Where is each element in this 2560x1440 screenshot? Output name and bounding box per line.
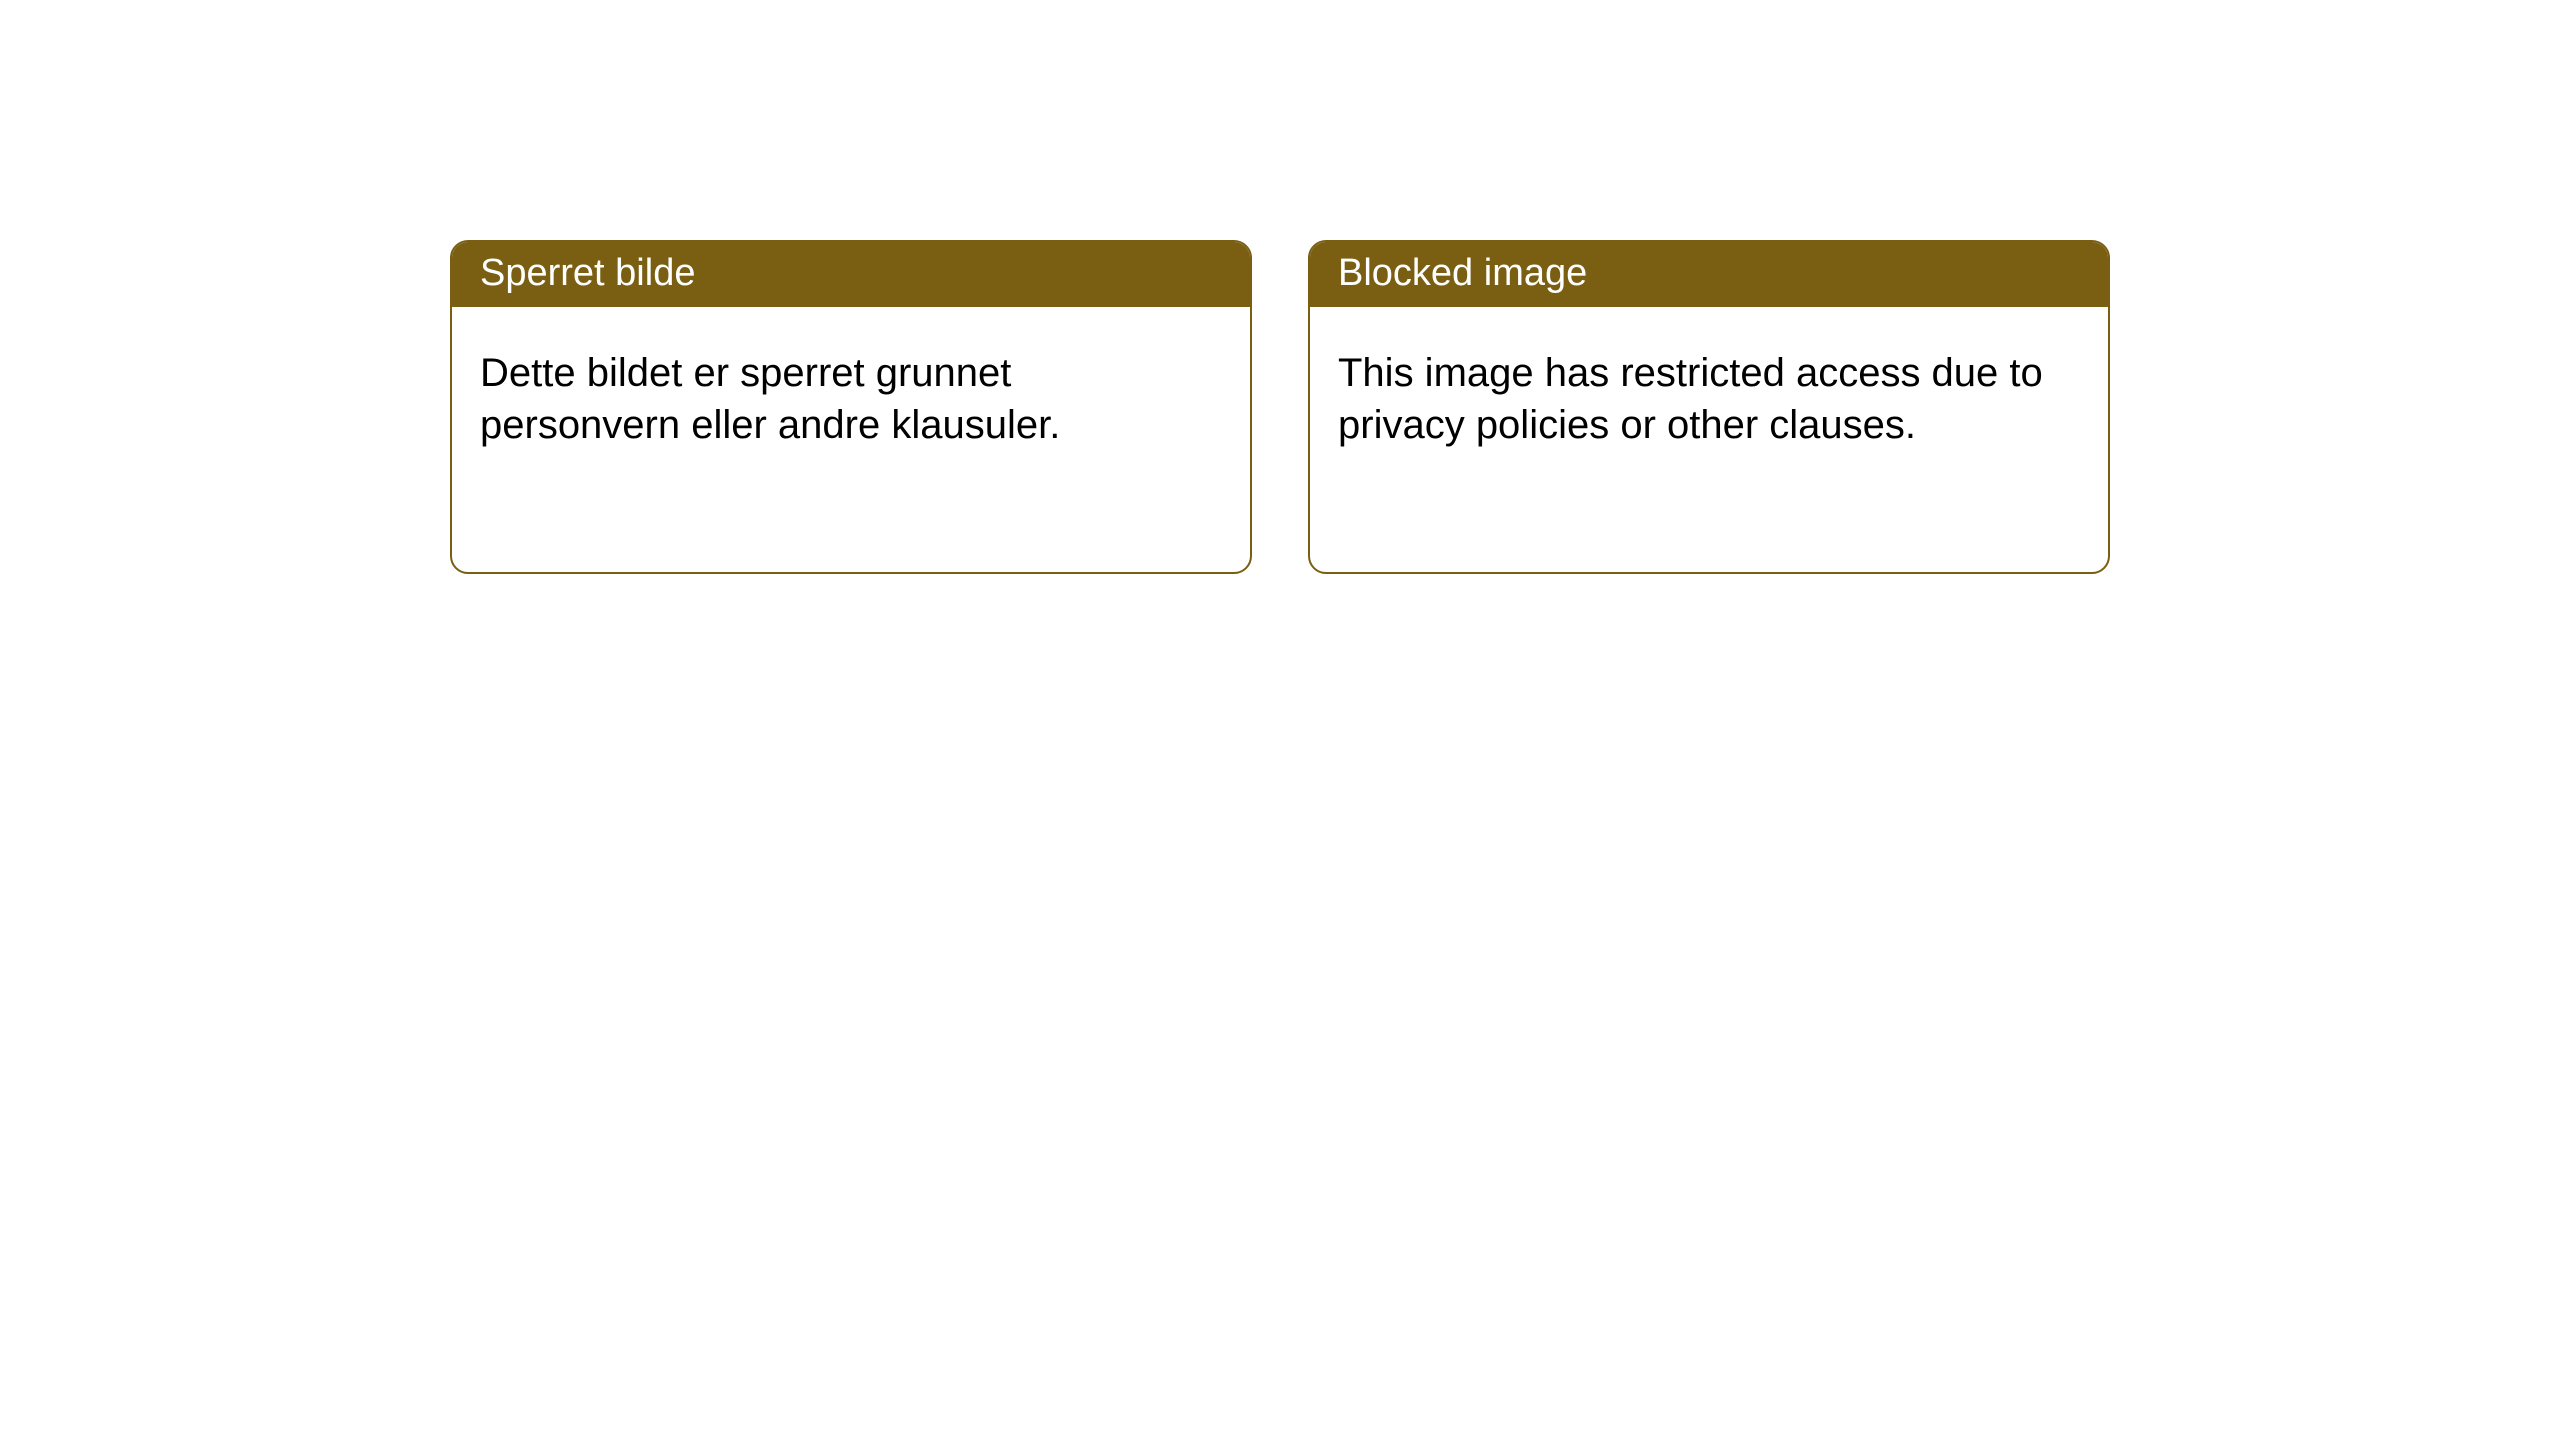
blocked-image-card-en: Blocked image This image has restricted … xyxy=(1308,240,2110,574)
card-body-en: This image has restricted access due to … xyxy=(1310,307,2108,479)
card-header-no: Sperret bilde xyxy=(452,242,1250,307)
card-body-no: Dette bildet er sperret grunnet personve… xyxy=(452,307,1250,479)
blocked-image-card-no: Sperret bilde Dette bildet er sperret gr… xyxy=(450,240,1252,574)
card-title-no: Sperret bilde xyxy=(480,252,695,294)
card-text-no: Dette bildet er sperret grunnet personve… xyxy=(480,351,1060,447)
card-title-en: Blocked image xyxy=(1338,252,1587,294)
cards-container: Sperret bilde Dette bildet er sperret gr… xyxy=(0,0,2560,574)
card-text-en: This image has restricted access due to … xyxy=(1338,351,2043,447)
card-header-en: Blocked image xyxy=(1310,242,2108,307)
